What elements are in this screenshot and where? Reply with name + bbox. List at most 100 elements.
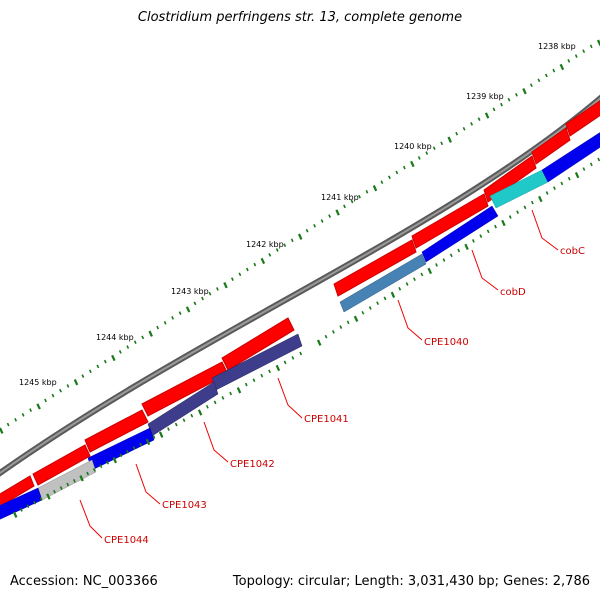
inner-tick: [197, 409, 203, 416]
inner-tick: [112, 457, 118, 464]
accession-text: Accession: NC_003366: [10, 574, 158, 589]
reverse-strand-track: [0, 132, 600, 520]
inner-tick: [516, 210, 520, 215]
gene-label-CPE1043: CPE1043: [162, 500, 207, 511]
inner-tick: [449, 253, 453, 258]
inner-tick: [152, 435, 156, 439]
inner-tick: [244, 382, 248, 387]
inner-tick: [139, 442, 143, 447]
kbp-label-1245: 1245 kbp: [19, 378, 57, 387]
inner-tick: [346, 320, 350, 325]
inner-tick: [39, 497, 43, 501]
outer-tick: [559, 63, 565, 71]
outer-tick: [350, 199, 354, 204]
gene-leader-lines: [79, 209, 559, 539]
tick-marks: [0, 39, 600, 518]
outer-tick: [238, 272, 242, 277]
inner-tick: [205, 404, 209, 409]
outer-tick: [335, 209, 340, 216]
outer-tick: [201, 296, 204, 301]
outer-tick: [484, 112, 490, 119]
inner-tick: [331, 330, 335, 334]
inner-tick: [353, 315, 359, 322]
outer-tick: [44, 398, 47, 403]
outer-tick: [425, 151, 429, 155]
inner-tick: [471, 239, 475, 243]
inner-tick: [464, 243, 469, 251]
outer-tick: [14, 417, 18, 422]
inner-tick: [26, 504, 30, 509]
forward-feature-9: [531, 127, 571, 165]
inner-tick: [119, 453, 123, 458]
inner-tick: [494, 224, 497, 229]
inner-tick: [33, 500, 37, 505]
outer-tick: [447, 136, 452, 143]
inner-tick: [427, 267, 433, 275]
outer-tick: [88, 369, 92, 374]
inner-tick: [457, 248, 461, 253]
outer-tick: [567, 59, 571, 63]
outer-tick: [574, 54, 578, 58]
inner-tick: [86, 471, 90, 476]
outer-tick: [410, 160, 415, 168]
inner-tick: [398, 286, 402, 291]
outer-tick: [148, 330, 153, 337]
gene-CPE1040[interactable]: [339, 253, 427, 313]
inner-tick: [442, 258, 446, 262]
inner-tick: [508, 215, 512, 219]
inner-tick: [12, 511, 18, 518]
genome-backbone: [0, 94, 600, 477]
inner-tick: [376, 301, 380, 306]
outer-tick: [216, 287, 219, 291]
inner-tick: [413, 277, 416, 282]
genome-summary-text: Topology: circular; Length: 3,031,430 bp…: [232, 574, 590, 589]
outer-tick: [6, 422, 10, 427]
outer-tick: [582, 49, 586, 54]
outer-tick: [208, 291, 212, 296]
inner-tick: [221, 396, 225, 400]
outer-tick: [402, 165, 406, 170]
inner-tick: [252, 378, 256, 383]
outer-tick: [305, 228, 309, 233]
kbp-label-1239: 1239 kbp: [466, 92, 504, 101]
forward-strand-track: [0, 100, 600, 507]
outer-tick: [395, 170, 399, 175]
inner-tick: [523, 205, 527, 210]
gene-label-CPE1041: CPE1041: [304, 414, 349, 425]
outer-tick: [343, 204, 346, 209]
gene-label-CPE1044: CPE1044: [104, 535, 149, 546]
inner-tick: [283, 360, 287, 365]
inner-tick: [92, 468, 96, 472]
outer-tick: [268, 253, 272, 257]
outer-tick: [178, 311, 182, 315]
outer-tick: [29, 408, 33, 412]
inner-tick: [316, 339, 322, 346]
outer-tick: [253, 262, 257, 267]
inner-tick: [582, 167, 586, 171]
inner-tick: [538, 195, 543, 203]
inner-tick: [19, 508, 23, 512]
forward-feature-5: [221, 317, 295, 371]
inner-tick: [106, 460, 110, 465]
inner-tick: [361, 310, 365, 315]
outer-tick: [365, 189, 369, 194]
inner-tick: [275, 364, 281, 372]
forward-feature-7: [411, 193, 489, 249]
outer-tick: [320, 219, 324, 223]
outer-tick: [537, 78, 541, 83]
outer-tick: [455, 131, 459, 136]
inner-tick: [553, 186, 556, 191]
outer-tick: [417, 156, 421, 160]
outer-tick: [470, 122, 474, 126]
inner-tick: [486, 229, 490, 234]
gene-cobD[interactable]: [421, 205, 499, 263]
outer-tick: [328, 214, 332, 218]
outer-tick: [0, 427, 4, 434]
inner-tick: [53, 489, 56, 494]
outer-tick: [36, 403, 41, 410]
inner-tick: [479, 234, 483, 238]
outer-tick: [66, 384, 70, 388]
outer-tick: [283, 243, 287, 248]
outer-tick: [223, 282, 228, 289]
